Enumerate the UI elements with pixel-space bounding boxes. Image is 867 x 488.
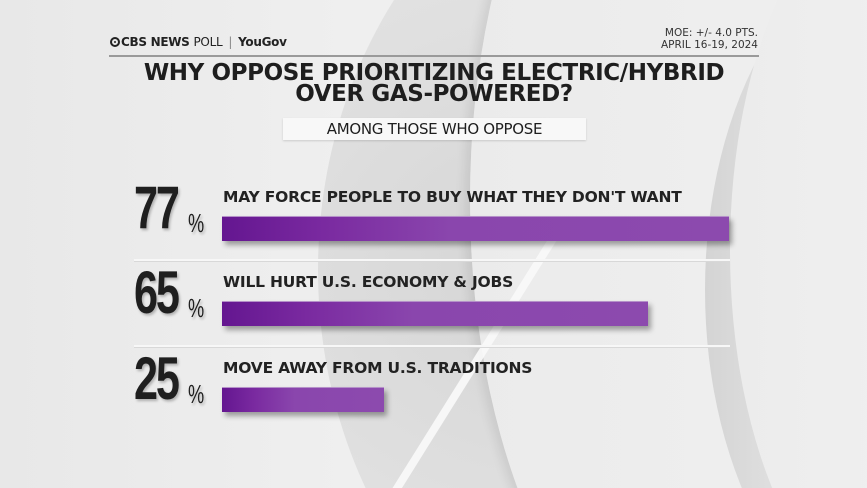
brand-poll: POLL <box>193 35 223 49</box>
bar-row: 65 % WILL HURT U.S. ECONOMY & JOBS <box>134 259 734 326</box>
poll-meta: MOE: +/- 4.0 PTS. APRIL 16-19, 2024 <box>661 27 758 51</box>
title-line-1: WHY OPPOSE PRIORITIZING ELECTRIC/HYBRID <box>143 60 725 86</box>
bar-label: WILL HURT U.S. ECONOMY & JOBS <box>223 273 514 291</box>
bar-label: MOVE AWAY FROM U.S. TRADITIONS <box>223 359 533 377</box>
percent-sign: % <box>188 208 205 238</box>
bar-row: 77 % MAY FORCE PEOPLE TO BUY WHAT THEY D… <box>134 174 734 241</box>
brand-cbs: CBS NEWS <box>121 35 190 49</box>
bar <box>222 387 384 412</box>
percent-sign: % <box>188 293 205 323</box>
chart-title: WHY OPPOSE PRIORITIZING ELECTRIC/HYBRID … <box>109 60 759 107</box>
brand-logo: CBS NEWS POLL | YouGov <box>110 35 287 49</box>
row-divider <box>134 259 730 262</box>
background-arc <box>730 0 867 488</box>
header-divider <box>109 55 759 57</box>
bar <box>222 216 729 241</box>
cbs-eye-icon <box>110 37 120 47</box>
chart-subtitle: AMONG THOSE WHO OPPOSE <box>283 118 586 140</box>
percentage-value: 25 <box>134 345 180 412</box>
bar-row: 25 % MOVE AWAY FROM U.S. TRADITIONS <box>134 345 734 412</box>
margin-of-error: MOE: +/- 4.0 PTS. <box>664 27 758 39</box>
row-divider <box>134 345 730 348</box>
bar <box>222 301 648 326</box>
title-line-2: OVER GAS-POWERED? <box>295 81 573 107</box>
percentage-value: 65 <box>134 259 180 326</box>
poll-dates: APRIL 16-19, 2024 <box>660 39 758 51</box>
bar-label: MAY FORCE PEOPLE TO BUY WHAT THEY DON'T … <box>223 188 682 206</box>
percentage: 65 % <box>134 259 208 326</box>
percentage: 77 % <box>134 174 208 241</box>
percent-sign: % <box>188 379 205 409</box>
percentage: 25 % <box>134 345 208 412</box>
brand-yougov: YouGov <box>238 35 287 49</box>
brand-separator: | <box>228 35 233 49</box>
percentage-value: 77 <box>134 174 180 241</box>
